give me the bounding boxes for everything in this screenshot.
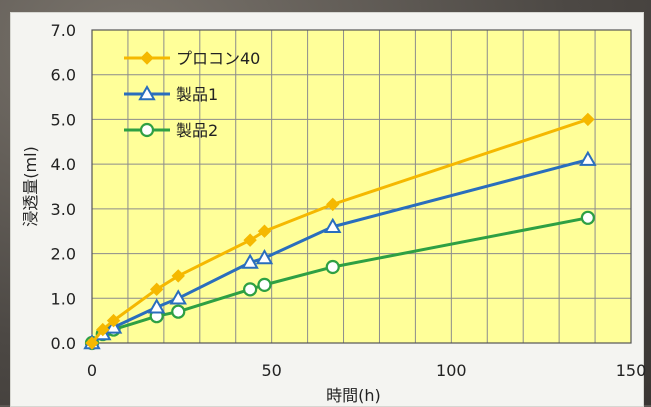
x-tick-label: 100 (436, 361, 467, 380)
legend-item: 製品1 (124, 84, 218, 104)
data-point-triangle (138, 84, 156, 101)
legend-label: 製品1 (176, 85, 218, 104)
data-point-diamond (85, 336, 99, 350)
data-point-diamond (96, 322, 110, 337)
data-point-diamond (149, 282, 164, 297)
data-point-circle (580, 210, 595, 225)
x-tick-label: 50 (261, 361, 281, 380)
x-tick-label: 0 (87, 361, 97, 380)
legend: プロコン40 製品1 製品2 (124, 49, 260, 140)
y-tick-label: 5.0 (51, 110, 76, 129)
series-layer (83, 112, 597, 351)
data-point-triangle (324, 217, 342, 233)
data-point-diamond (581, 112, 595, 127)
data-point-circle (243, 282, 258, 297)
data-point-triangle (579, 150, 597, 166)
data-point-circle (325, 259, 340, 275)
y-axis-title: 浸透量(ml) (21, 146, 40, 227)
x-axis-ticks: 0 50 100 150 (87, 361, 646, 380)
y-tick-label: 3.0 (51, 200, 76, 219)
data-point-circle (257, 277, 272, 292)
data-point-circle (171, 304, 186, 319)
y-axis-ticks: 0.0 1.0 2.0 3.0 4.0 5.0 6.0 7.0 (51, 21, 76, 353)
data-point-diamond (243, 233, 257, 247)
y-tick-label: 7.0 (51, 21, 76, 40)
data-point-triangle (241, 253, 259, 269)
y-tick-label: 6.0 (51, 66, 76, 85)
legend-item: 製品2 (124, 121, 218, 140)
data-point-diamond (326, 197, 340, 212)
y-tick-label: 0.0 (51, 334, 76, 353)
data-point-diamond (171, 269, 185, 283)
x-tick-label: 150 (616, 361, 647, 380)
y-tick-label: 4.0 (51, 155, 76, 174)
x-axis-title: 時間(h) (326, 386, 381, 405)
legend-label: プロコン40 (176, 49, 260, 68)
y-tick-label: 1.0 (51, 289, 76, 308)
plot-area (92, 30, 631, 343)
y-tick-label: 2.0 (51, 245, 76, 264)
data-point-diamond (140, 51, 154, 65)
legend-item: プロコン40 (124, 49, 260, 68)
legend-label: 製品2 (176, 121, 218, 140)
data-point-triangle (169, 289, 187, 305)
series-diamond (85, 112, 595, 350)
plot-border (91, 29, 632, 344)
data-point-triangle (147, 298, 166, 314)
data-point-circle (139, 122, 155, 138)
data-point-diamond (257, 224, 272, 238)
data-point-diamond (106, 313, 121, 328)
data-point-triangle (255, 249, 274, 265)
